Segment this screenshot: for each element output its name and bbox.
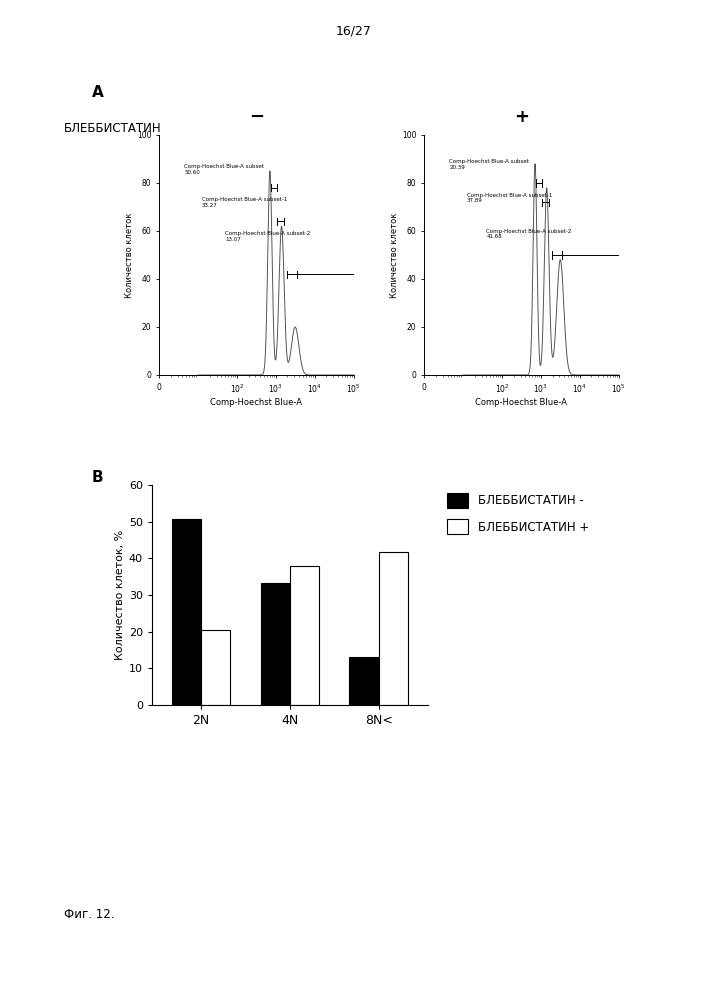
Text: Comp-Hoechst Blue-A subset-1
33.27: Comp-Hoechst Blue-A subset-1 33.27	[202, 197, 287, 208]
X-axis label: Comp-Hoechst Blue-A: Comp-Hoechst Blue-A	[475, 398, 568, 407]
Text: −: −	[249, 108, 264, 126]
Legend: БЛЕББИСТАТИН -, БЛЕББИСТАТИН +: БЛЕББИСТАТИН -, БЛЕББИСТАТИН +	[445, 491, 591, 536]
Y-axis label: Количество клеток: Количество клеток	[125, 212, 134, 298]
Text: 16/27: 16/27	[336, 25, 371, 38]
Text: Comp-Hoechst Blue-A subset-1
37.89: Comp-Hoechst Blue-A subset-1 37.89	[467, 193, 552, 203]
Bar	[379, 552, 408, 705]
Text: Фиг. 12.: Фиг. 12.	[64, 908, 114, 921]
Text: Comp-Hoechst Blue-A subset
20.39: Comp-Hoechst Blue-A subset 20.39	[450, 159, 530, 170]
Text: Comp-Hoechst Blue-A subset
50.60: Comp-Hoechst Blue-A subset 50.60	[185, 164, 264, 175]
Bar	[290, 566, 320, 705]
Bar	[349, 657, 379, 705]
Bar	[172, 519, 201, 705]
X-axis label: Comp-Hoechst Blue-A: Comp-Hoechst Blue-A	[210, 398, 303, 407]
Bar	[201, 630, 230, 705]
Y-axis label: Количество клеток, %: Количество клеток, %	[115, 530, 124, 660]
Text: A: A	[92, 85, 104, 100]
Text: B: B	[92, 470, 103, 485]
Text: +: +	[514, 108, 529, 126]
Text: Comp-Hoechst Blue-A subset-2
41.68: Comp-Hoechst Blue-A subset-2 41.68	[486, 229, 572, 239]
Text: БЛЕББИСТАТИН: БЛЕББИСТАТИН	[64, 122, 161, 135]
Text: Comp-Hoechst Blue-A subset-2
13.07: Comp-Hoechst Blue-A subset-2 13.07	[226, 231, 310, 242]
Bar	[260, 583, 290, 705]
Y-axis label: Количество клеток: Количество клеток	[390, 212, 399, 298]
